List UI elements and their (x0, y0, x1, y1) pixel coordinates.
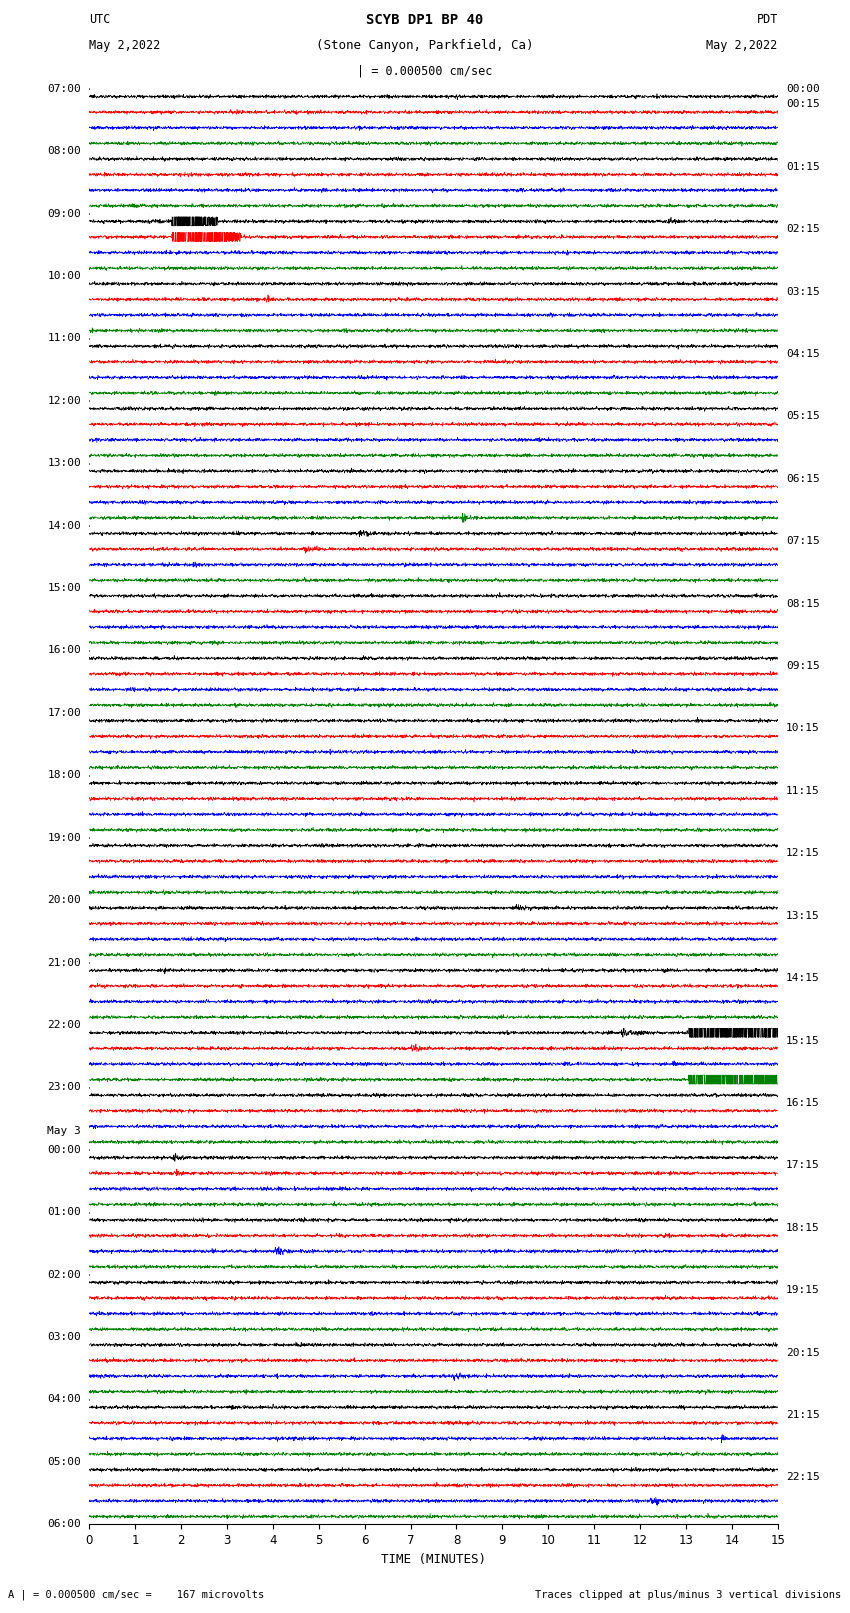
Text: 12:15: 12:15 (786, 848, 819, 858)
Text: 02:00: 02:00 (48, 1269, 81, 1279)
Text: 05:00: 05:00 (48, 1457, 81, 1466)
Text: 09:15: 09:15 (786, 661, 819, 671)
Text: 08:15: 08:15 (786, 598, 819, 608)
Text: 23:00: 23:00 (48, 1082, 81, 1092)
Text: 22:00: 22:00 (48, 1019, 81, 1031)
Text: 19:15: 19:15 (786, 1286, 819, 1295)
Text: May 2,2022: May 2,2022 (89, 39, 161, 52)
Text: 11:00: 11:00 (48, 334, 81, 344)
Text: 19:00: 19:00 (48, 832, 81, 842)
Text: 15:00: 15:00 (48, 582, 81, 594)
Text: 16:00: 16:00 (48, 645, 81, 655)
Text: 12:00: 12:00 (48, 395, 81, 406)
Text: 17:15: 17:15 (786, 1160, 819, 1171)
Text: 01:00: 01:00 (48, 1207, 81, 1218)
Text: 00:15: 00:15 (786, 100, 819, 110)
Text: 00:00: 00:00 (786, 84, 819, 94)
Text: 03:00: 03:00 (48, 1332, 81, 1342)
Text: Traces clipped at plus/minus 3 vertical divisions: Traces clipped at plus/minus 3 vertical … (536, 1590, 842, 1600)
Text: 18:00: 18:00 (48, 771, 81, 781)
Text: UTC: UTC (89, 13, 110, 26)
Text: 14:00: 14:00 (48, 521, 81, 531)
Text: 02:15: 02:15 (786, 224, 819, 234)
Text: 06:00: 06:00 (48, 1519, 81, 1529)
Text: 22:15: 22:15 (786, 1473, 819, 1482)
Text: 04:00: 04:00 (48, 1395, 81, 1405)
Text: 13:00: 13:00 (48, 458, 81, 468)
Text: 18:15: 18:15 (786, 1223, 819, 1232)
Text: 10:15: 10:15 (786, 724, 819, 734)
Text: 07:15: 07:15 (786, 536, 819, 547)
Text: 21:15: 21:15 (786, 1410, 819, 1419)
Text: 08:00: 08:00 (48, 147, 81, 156)
X-axis label: TIME (MINUTES): TIME (MINUTES) (381, 1553, 486, 1566)
Text: PDT: PDT (756, 13, 778, 26)
Text: 00:00: 00:00 (48, 1145, 81, 1155)
Text: (Stone Canyon, Parkfield, Ca): (Stone Canyon, Parkfield, Ca) (316, 39, 534, 52)
Text: 16:15: 16:15 (786, 1098, 819, 1108)
Text: 07:00: 07:00 (48, 84, 81, 94)
Text: 21:00: 21:00 (48, 958, 81, 968)
Text: 09:00: 09:00 (48, 208, 81, 218)
Text: SCYB DP1 BP 40: SCYB DP1 BP 40 (366, 13, 484, 27)
Text: 17:00: 17:00 (48, 708, 81, 718)
Text: 14:15: 14:15 (786, 973, 819, 984)
Text: 20:00: 20:00 (48, 895, 81, 905)
Text: 10:00: 10:00 (48, 271, 81, 281)
Text: 05:15: 05:15 (786, 411, 819, 421)
Text: 13:15: 13:15 (786, 911, 819, 921)
Text: 01:15: 01:15 (786, 161, 819, 171)
Text: 20:15: 20:15 (786, 1347, 819, 1358)
Text: May 2,2022: May 2,2022 (706, 39, 778, 52)
Text: A | = 0.000500 cm/sec =    167 microvolts: A | = 0.000500 cm/sec = 167 microvolts (8, 1589, 264, 1600)
Text: 04:15: 04:15 (786, 348, 819, 360)
Text: 15:15: 15:15 (786, 1036, 819, 1045)
Text: 06:15: 06:15 (786, 474, 819, 484)
Text: 11:15: 11:15 (786, 786, 819, 795)
Text: 03:15: 03:15 (786, 287, 819, 297)
Text: | = 0.000500 cm/sec: | = 0.000500 cm/sec (357, 65, 493, 77)
Text: May 3: May 3 (48, 1126, 81, 1136)
